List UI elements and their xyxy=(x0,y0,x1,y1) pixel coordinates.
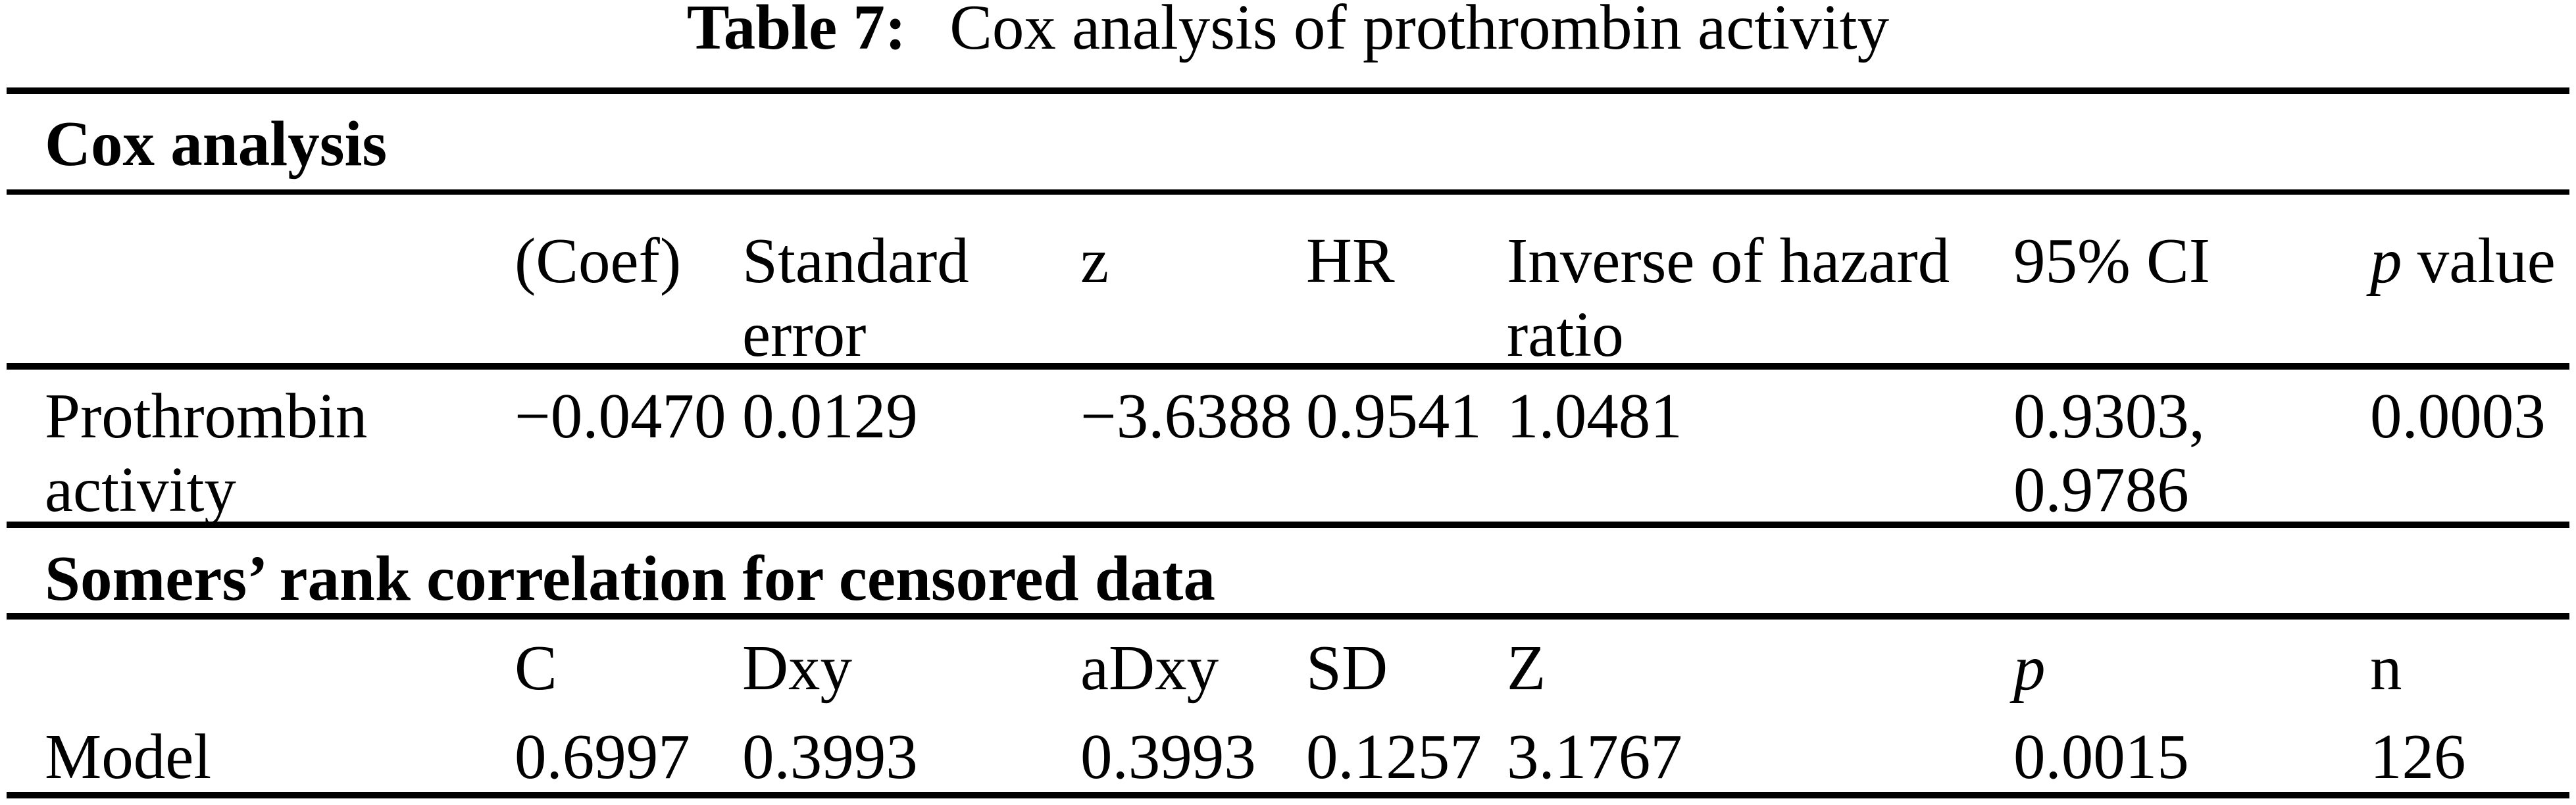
table-caption-text: Cox analysis of prothrombin activity xyxy=(949,0,1890,62)
col-header-hr: HR xyxy=(1306,226,1395,296)
section-heading-cox-analysis: Cox analysis xyxy=(45,109,388,179)
cell-capital-z: 3.1767 xyxy=(1507,721,1682,792)
cell-n: 126 xyxy=(2370,721,2466,792)
cell-adxy: 0.3993 xyxy=(1080,721,1256,792)
row-label-model: Model xyxy=(45,721,212,792)
cell-somers-p: 0.0015 xyxy=(2013,721,2189,792)
cell-c: 0.6997 xyxy=(515,721,690,792)
cell-95ci: 0.9303, 0.9786 xyxy=(2013,381,2205,525)
row-label-prothrombin-activity: Prothrombin activity xyxy=(45,381,368,525)
cell-sd: 0.1257 xyxy=(1306,721,1482,792)
col-header-c: C xyxy=(515,633,557,703)
rule-below-cox-heading xyxy=(7,189,2569,195)
col-header-capital-z: Z xyxy=(1507,633,1546,703)
col-header-dxy: Dxy xyxy=(742,633,853,703)
col-header-95ci: 95% CI xyxy=(2013,226,2211,296)
cell-standard-error: 0.0129 xyxy=(742,381,918,451)
col-header-p-symbol: p xyxy=(2370,226,2402,296)
col-header-z: z xyxy=(1080,226,1109,296)
col-header-n: n xyxy=(2370,633,2402,703)
cell-p-value: 0.0003 xyxy=(2370,381,2546,451)
rule-below-somers-heading xyxy=(7,613,2569,620)
cell-dxy: 0.3993 xyxy=(742,721,918,792)
rule-below-cox-header-row xyxy=(7,363,2569,370)
rule-bottom xyxy=(7,792,2569,798)
cell-inverse-hazard-ratio: 1.0481 xyxy=(1507,381,1682,451)
section-heading-somers: Somers’ rank correlation for censored da… xyxy=(45,543,1215,614)
rule-top xyxy=(7,87,2569,94)
cell-hr: 0.9541 xyxy=(1306,381,1482,451)
col-header-p-word: value xyxy=(2417,226,2556,296)
col-header-sd: SD xyxy=(1306,633,1388,703)
col-header-coef: (Coef) xyxy=(515,226,682,296)
rule-below-cox-data-row xyxy=(7,522,2569,528)
cell-coef: −0.0470 xyxy=(515,381,726,451)
col-header-adxy: aDxy xyxy=(1080,633,1219,703)
col-header-inverse-hazard-ratio: Inverse of hazard ratio xyxy=(1507,226,1950,370)
col-header-p-italic: p xyxy=(2013,633,2046,703)
table-caption-number: Table 7: xyxy=(686,0,907,62)
table-caption: Table 7: Cox analysis of prothrombin acti… xyxy=(0,0,2576,64)
col-header-p-value: p value xyxy=(2370,224,2556,298)
col-header-standard-error: Standard error xyxy=(742,226,969,370)
cell-z: −3.6388 xyxy=(1080,381,1292,451)
